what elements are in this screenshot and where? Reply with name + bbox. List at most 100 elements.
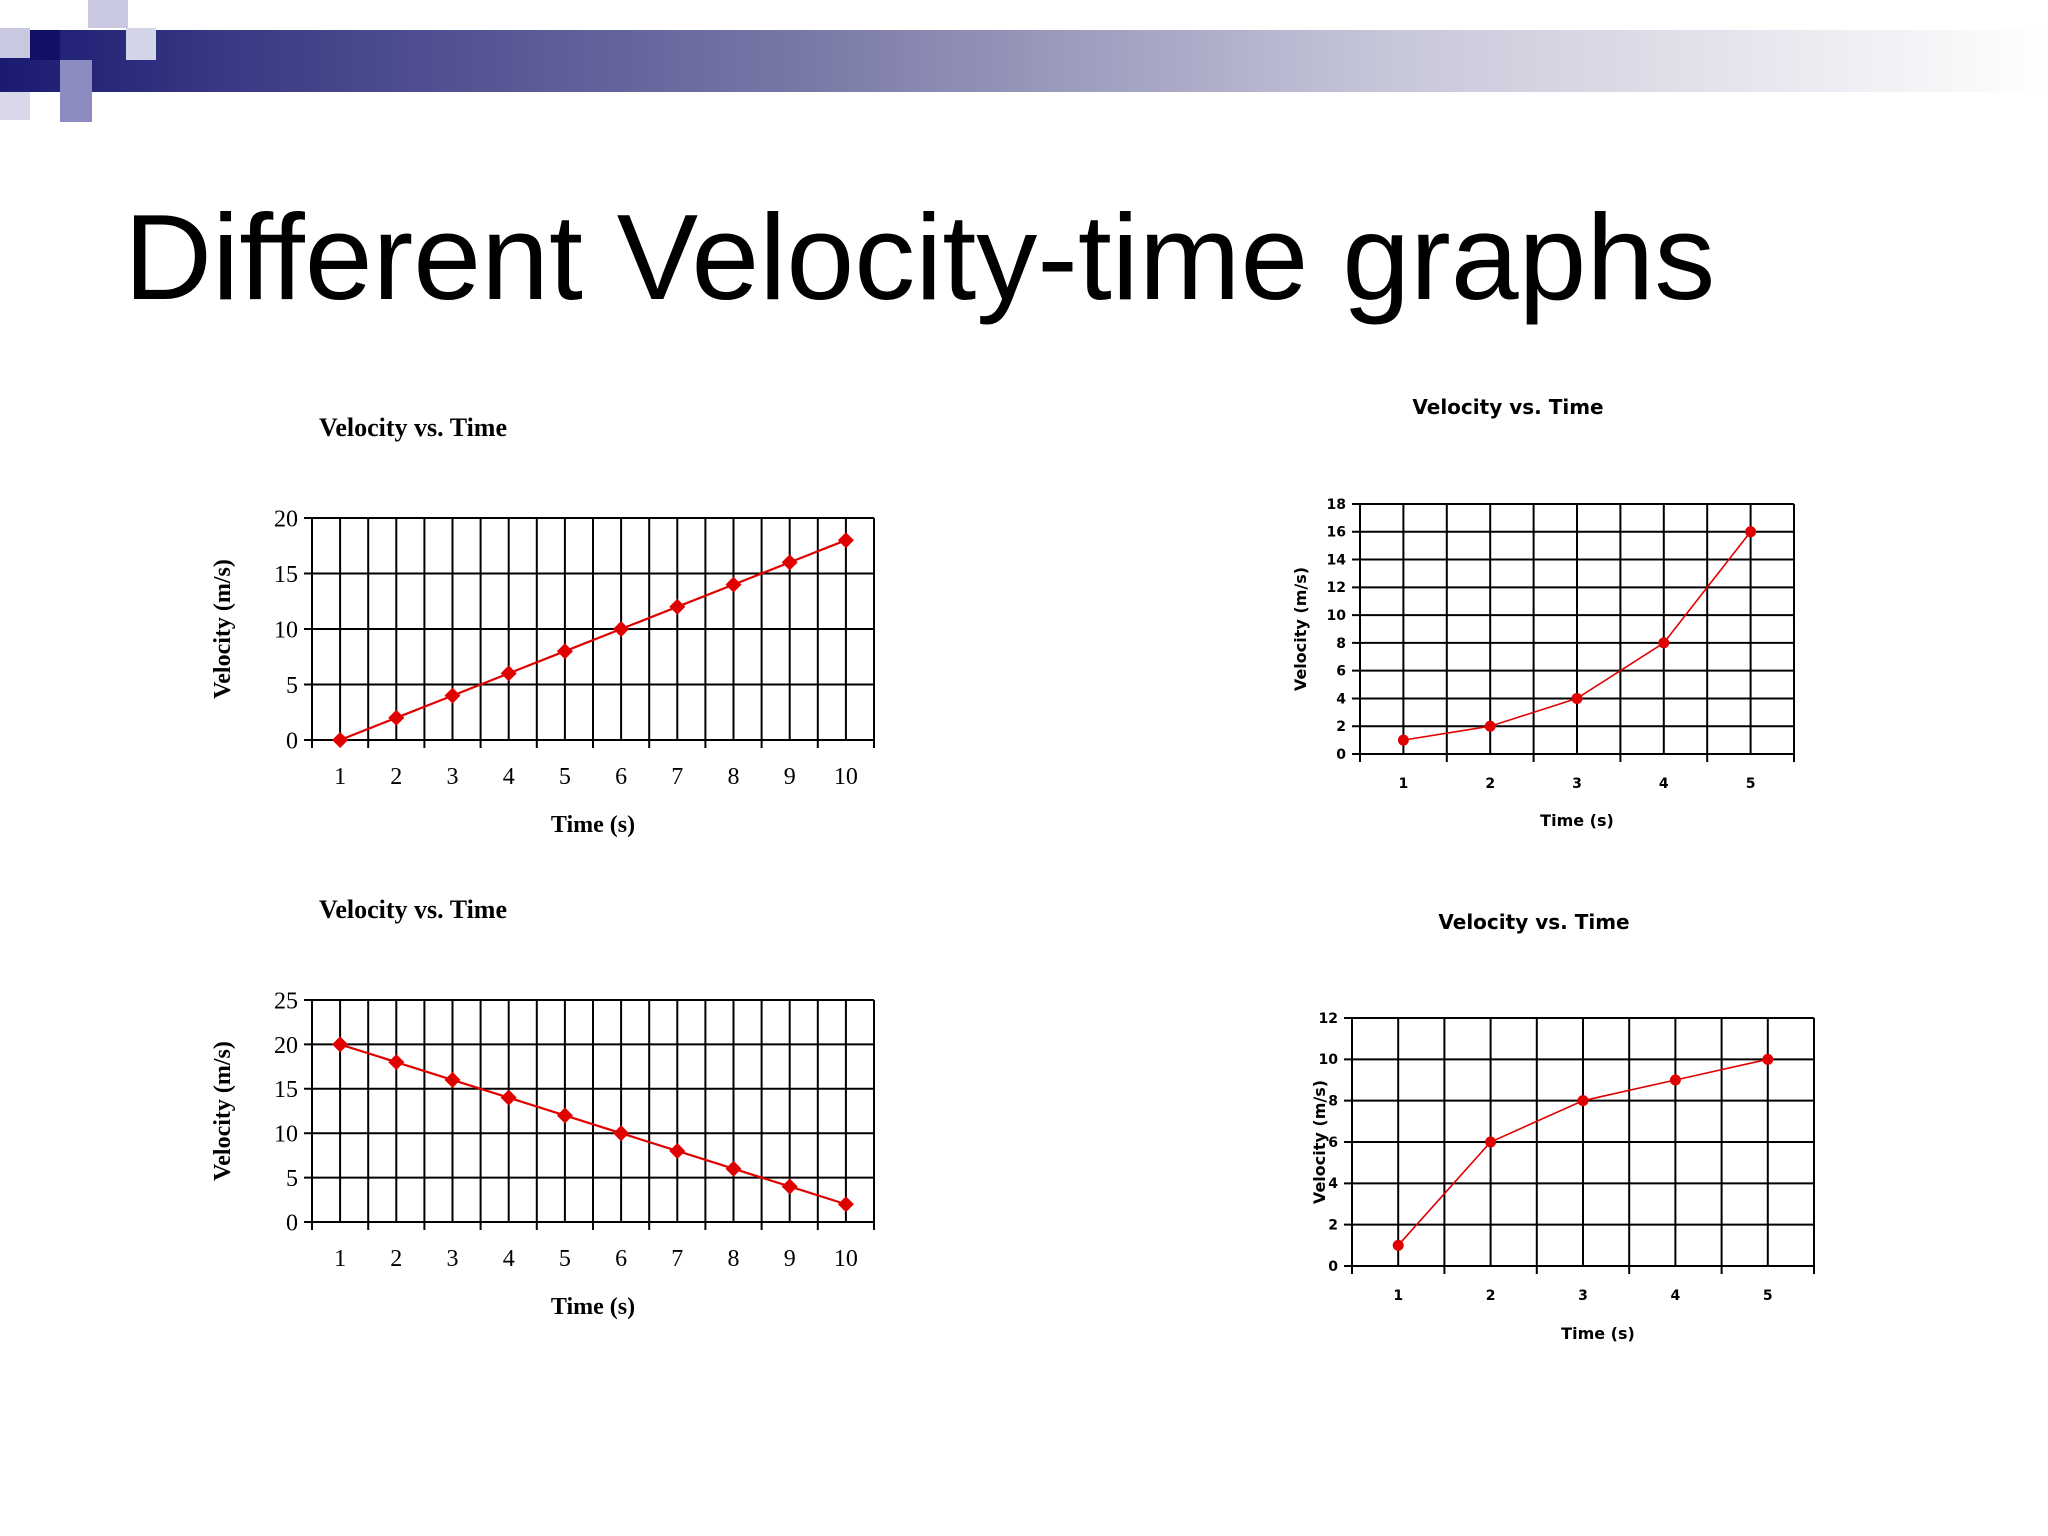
x-tick-label: 3 bbox=[1572, 776, 1582, 792]
data-point bbox=[725, 576, 742, 593]
x-tick-label: 6 bbox=[615, 764, 627, 790]
y-tick-label: 12 bbox=[1327, 580, 1346, 596]
data-point bbox=[1745, 526, 1757, 538]
header-banner bbox=[0, 30, 2048, 92]
x-tick-label: 3 bbox=[447, 764, 459, 790]
y-tick-label: 10 bbox=[274, 1122, 298, 1148]
data-point bbox=[669, 598, 686, 615]
chart-title: Velocity vs. Time bbox=[1438, 910, 1629, 934]
x-tick-label: 3 bbox=[1578, 1288, 1588, 1304]
x-tick-label: 2 bbox=[1486, 1288, 1496, 1304]
data-point bbox=[1392, 1239, 1404, 1251]
y-tick-label: 5 bbox=[286, 673, 298, 699]
data-point bbox=[613, 621, 630, 637]
x-tick-label: 5 bbox=[559, 764, 571, 790]
chart-linear-decrease: 0 5 10 15 20 25 1 2 3 4 5 6 7 8 9 10 Velocity vs. Time Ti… bbox=[210, 895, 875, 1320]
deco-square-light bbox=[126, 28, 156, 60]
data-point bbox=[1397, 734, 1409, 746]
y-tick-label: 0 bbox=[1328, 1259, 1338, 1275]
chart-title: Velocity vs. Time bbox=[319, 413, 507, 442]
y-axis-label: Velocity (m/s) bbox=[210, 1041, 236, 1181]
x-tick-label: 10 bbox=[834, 1246, 858, 1272]
x-tick-label: 4 bbox=[503, 1246, 515, 1272]
data-point bbox=[613, 1125, 630, 1142]
deco-square-dark bbox=[30, 30, 60, 60]
y-tick-label: 6 bbox=[1336, 664, 1346, 680]
x-tick-label: 1 bbox=[334, 1246, 346, 1272]
data-point bbox=[444, 687, 461, 704]
x-tick-label: 8 bbox=[728, 1246, 740, 1272]
slide-title: Different Velocity-time graphs bbox=[124, 189, 1716, 325]
data-point bbox=[1484, 720, 1496, 732]
data-point bbox=[500, 665, 517, 682]
y-tick-label: 25 bbox=[274, 988, 298, 1014]
x-tick-label: 9 bbox=[784, 1246, 796, 1272]
y-tick-label: 6 bbox=[1328, 1135, 1338, 1151]
y-tick-label: 20 bbox=[274, 506, 298, 532]
data-point bbox=[781, 554, 798, 571]
deco-square-top bbox=[88, 0, 128, 28]
chart-title: Velocity vs. Time bbox=[319, 895, 507, 924]
data-point bbox=[669, 1142, 686, 1159]
y-tick-label: 4 bbox=[1328, 1176, 1338, 1192]
data-point bbox=[1577, 1095, 1589, 1107]
x-tick-label: 7 bbox=[671, 1246, 683, 1272]
x-axis-label: Time (s) bbox=[1540, 811, 1614, 830]
y-tick-label: 0 bbox=[286, 1210, 298, 1236]
x-tick-label: 1 bbox=[1393, 1288, 1403, 1304]
x-tick-label: 1 bbox=[334, 764, 346, 790]
x-tick-label: 2 bbox=[1485, 776, 1495, 792]
x-tick-label: 6 bbox=[615, 1246, 627, 1272]
data-point bbox=[781, 1178, 798, 1195]
data-point bbox=[332, 732, 349, 748]
y-axis-label: Velocity (m/s) bbox=[1291, 567, 1310, 691]
data-point bbox=[837, 1196, 854, 1213]
y-tick-label: 4 bbox=[1336, 691, 1346, 707]
data-point bbox=[444, 1071, 461, 1088]
y-tick-label: 2 bbox=[1336, 719, 1346, 735]
x-tick-label: 10 bbox=[834, 764, 858, 790]
deco-square-left bbox=[0, 28, 30, 58]
y-tick-label: 16 bbox=[1327, 525, 1346, 541]
data-point bbox=[500, 1089, 517, 1106]
x-axis-label: Time (s) bbox=[551, 1294, 635, 1320]
deco-square-mid bbox=[60, 60, 92, 92]
y-axis-label: Velocity (m/s) bbox=[210, 559, 236, 699]
data-point bbox=[725, 1160, 742, 1177]
data-point bbox=[556, 643, 573, 660]
y-tick-label: 12 bbox=[1319, 1011, 1338, 1027]
series-line bbox=[339, 1043, 847, 1206]
data-point bbox=[1669, 1074, 1681, 1086]
data-point bbox=[388, 709, 405, 726]
y-tick-label: 0 bbox=[286, 728, 298, 754]
data-point bbox=[1571, 692, 1583, 704]
x-tick-label: 7 bbox=[671, 764, 683, 790]
y-tick-label: 8 bbox=[1336, 636, 1346, 652]
x-tick-label: 5 bbox=[559, 1246, 571, 1272]
series-line bbox=[339, 539, 847, 742]
y-tick-label: 5 bbox=[286, 1166, 298, 1192]
chart-title: Velocity vs. Time bbox=[1412, 395, 1603, 419]
y-tick-label: 10 bbox=[1327, 608, 1347, 624]
data-point bbox=[1485, 1136, 1497, 1148]
y-tick-label: 18 bbox=[1327, 497, 1346, 513]
data-point bbox=[332, 1036, 349, 1053]
data-point bbox=[556, 1107, 573, 1124]
x-tick-label: 8 bbox=[728, 764, 740, 790]
x-tick-label: 1 bbox=[1399, 776, 1409, 792]
x-tick-label: 2 bbox=[390, 1246, 402, 1272]
y-tick-label: 0 bbox=[1336, 747, 1346, 763]
x-tick-label: 4 bbox=[503, 764, 515, 790]
x-axis-label: Time (s) bbox=[551, 812, 635, 838]
y-tick-label: 15 bbox=[274, 1077, 298, 1103]
data-point bbox=[1762, 1053, 1774, 1065]
x-axis-label: Time (s) bbox=[1561, 1324, 1635, 1343]
y-axis-label: Velocity (m/s) bbox=[1310, 1080, 1329, 1204]
x-tick-label: 4 bbox=[1671, 1288, 1681, 1304]
y-tick-label: 10 bbox=[274, 617, 298, 643]
x-tick-label: 5 bbox=[1763, 1288, 1773, 1304]
deco-square-small bbox=[0, 92, 30, 120]
chart-linear-increase: 0 5 10 15 20 1 2 3 4 5 6 7 8 9 10 Velocity vs. Time Time… bbox=[210, 413, 875, 838]
